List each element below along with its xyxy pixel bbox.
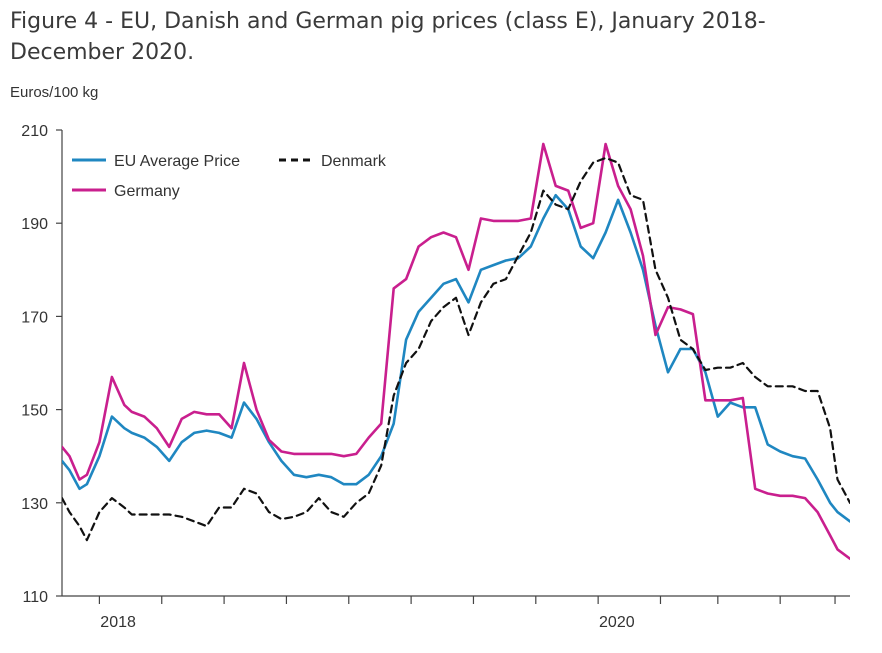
y-tick-label: 150 <box>21 403 48 420</box>
series-line-germany <box>62 142 850 561</box>
legend-item-eu-average-price: EU Average Price <box>72 153 240 170</box>
series-lines <box>62 142 850 561</box>
series-line-denmark <box>62 156 850 542</box>
legend-item-denmark: Denmark <box>279 153 387 170</box>
legend-label-denmark: Denmark <box>321 153 387 170</box>
legend: EU Average Price Denmark Germany <box>72 153 387 200</box>
legend-label-germany: Germany <box>114 183 180 200</box>
axes: 110 130 150 170 190 210 2018 2020 <box>21 123 850 631</box>
legend-label-eu-average-price: EU Average Price <box>114 153 240 170</box>
series-line-eu-average-price <box>62 193 850 523</box>
y-tick-label: 110 <box>22 589 48 606</box>
legend-item-germany: Germany <box>72 183 180 200</box>
x-tick-label: 2020 <box>599 614 635 631</box>
y-tick-label: 130 <box>21 496 48 513</box>
chart-title: Figure 4 - EU, Danish and German pig pri… <box>10 9 766 65</box>
x-tick-label: 2018 <box>100 614 136 631</box>
y-axis-unit-label: Euros/100 kg <box>10 84 99 101</box>
y-tick-label: 170 <box>21 309 48 326</box>
y-tick-label: 190 <box>21 216 48 233</box>
y-tick-label: 210 <box>21 123 48 140</box>
